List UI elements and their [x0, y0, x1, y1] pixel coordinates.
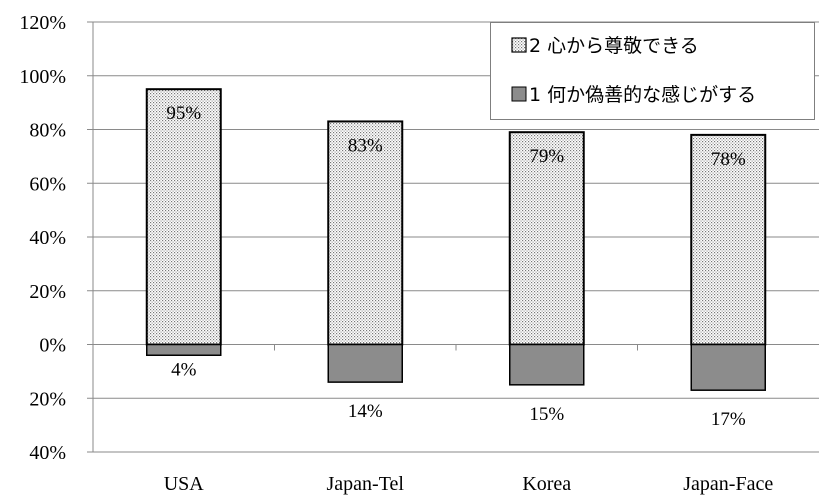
- bar-positive: [145, 88, 222, 346]
- x-category-label: Korea: [522, 473, 571, 495]
- y-tick-label: 0%: [39, 335, 66, 357]
- y-tick-label: 20%: [29, 388, 66, 410]
- data-labels: 95% 4% 83% 14% 79% 15% 78% 17%: [166, 103, 746, 430]
- legend-label-series-2: 1 何か偽善的な感じがする: [529, 84, 756, 106]
- legend: 2 心から尊敬できる 1 何か偽善的な感じがする: [490, 22, 815, 120]
- bar-negative: [509, 343, 585, 386]
- legend-swatch-series-1: [511, 37, 527, 53]
- bar-positive: [690, 133, 767, 346]
- y-tick-label: 80%: [29, 120, 66, 142]
- y-tick-label: 40%: [29, 442, 66, 464]
- bar-negative: [146, 343, 222, 356]
- bars: [145, 88, 767, 391]
- data-label-negative: 17%: [711, 409, 746, 430]
- bar-positive: [508, 131, 585, 346]
- y-tick-label: 120%: [19, 12, 66, 34]
- data-label-negative: 14%: [348, 401, 383, 422]
- y-tick-label: 60%: [29, 173, 66, 195]
- data-label-positive: 79%: [529, 146, 564, 167]
- data-label-positive: 95%: [166, 103, 201, 124]
- legend-swatch-series-2: [511, 86, 527, 102]
- bar-negative: [690, 343, 766, 391]
- y-tick-label: 20%: [29, 281, 66, 303]
- bar-negative: [327, 343, 403, 383]
- data-label-negative: 15%: [529, 404, 564, 425]
- x-category-label: Japan-Face: [683, 473, 773, 495]
- data-label-positive: 83%: [348, 135, 383, 156]
- y-tick-label: 100%: [19, 66, 66, 88]
- x-category-label: Japan-Tel: [327, 473, 405, 495]
- y-tick-label: 40%: [29, 227, 66, 249]
- data-label-positive: 78%: [711, 149, 746, 170]
- axes: 120% 100% 80% 60% 40% 20% 0% 20% 40% USA Japan-Tel…: [19, 12, 773, 495]
- data-label-negative: 4%: [171, 359, 197, 380]
- legend-label-series-1: 2 心から尊敬できる: [529, 35, 699, 57]
- x-category-label: USA: [164, 473, 205, 495]
- bar-positive: [327, 120, 404, 346]
- legend-graphic: 2 心から尊敬できる 1 何か偽善的な感じがする: [511, 35, 756, 106]
